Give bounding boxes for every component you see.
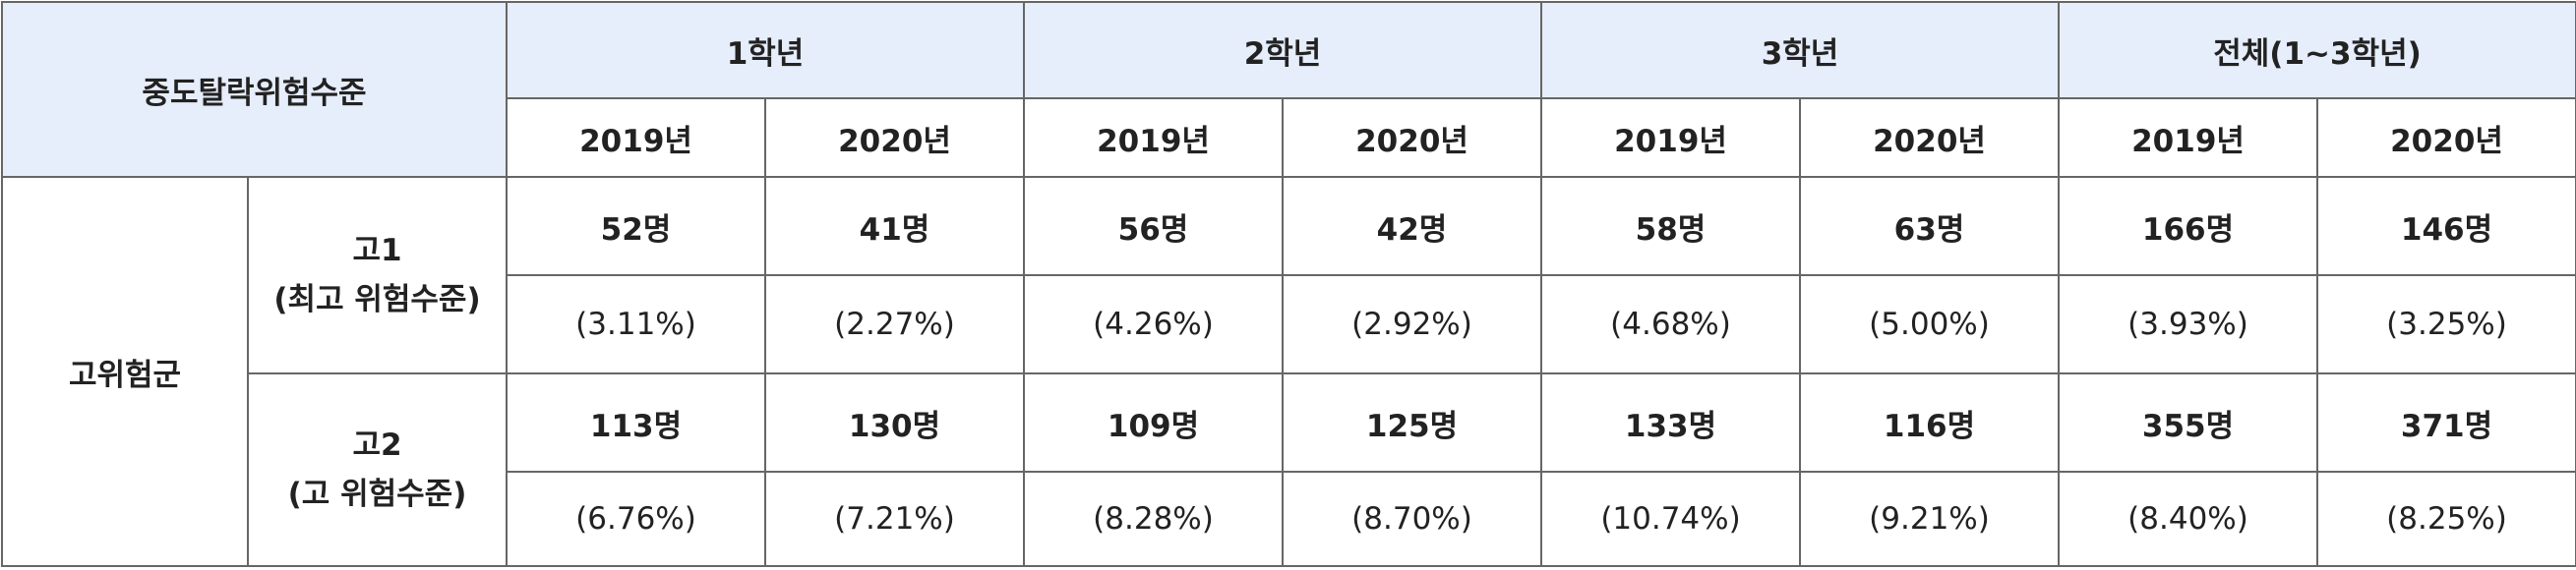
rate-cell: (6.76%) [506, 471, 767, 567]
rate-cell: (2.92%) [1282, 274, 1543, 374]
rate-cell: (4.68%) [1540, 274, 1802, 374]
year-header: 2019년 [1023, 97, 1285, 178]
group-label: 고위험군 [1, 176, 249, 567]
table-row: 중도탈락위험수준 1학년 2학년 3학년 전체(1~3학년) [0, 1, 2576, 178]
year-header: 2019년 [2058, 97, 2319, 178]
grade-header: 3학년 [1540, 1, 2061, 99]
year-header: 2020년 [764, 97, 1026, 178]
count-cell: 56명 [1023, 176, 1285, 276]
count-cell: 125명 [1282, 372, 1543, 473]
table-row: 고2 (고 위험수준) 113명 130명 109명 125명 133명 116명 355명 37… [2, 372, 2576, 567]
count-cell: 113명 [506, 372, 767, 473]
year-header: 2020년 [2316, 97, 2576, 178]
table-row: 고위험군 고1 (최고 위험수준) 52명 41명 56명 42명 58명 63명 166명 146… [1, 176, 2576, 567]
grade-header: 전체(1~3학년) [2058, 1, 2576, 99]
table-row: (3.11%) (2.27%) (4.26%) (2.92%) (4.68%) (5.00… [2, 274, 2576, 374]
count-cell: 166명 [2058, 176, 2319, 276]
rate-cell: (3.25%) [2316, 274, 2576, 374]
count-cell: 52명 [506, 176, 767, 276]
table-row: 2019년 2020년 2019년 2020년 2019년 2020년 2019년 2020년 [2, 97, 2576, 178]
count-cell: 42명 [1282, 176, 1543, 276]
rate-cell: (7.21%) [764, 471, 1026, 567]
count-cell: 116명 [1799, 372, 2061, 473]
grade-header: 2학년 [1023, 1, 1543, 99]
rate-cell: (8.70%) [1282, 471, 1543, 567]
count-cell: 133명 [1540, 372, 1802, 473]
rate-cell: (8.28%) [1023, 471, 1285, 567]
rate-cell: (8.40%) [2058, 471, 2319, 567]
rate-cell: (3.93%) [2058, 274, 2319, 374]
rate-cell: (4.26%) [1023, 274, 1285, 374]
rate-cell: (2.27%) [764, 274, 1026, 374]
count-cell: 63명 [1799, 176, 2061, 276]
count-cell: 146명 [2316, 176, 2576, 276]
rate-cell: (5.00%) [1799, 274, 2061, 374]
count-cell: 41명 [764, 176, 1026, 276]
rate-cell: (9.21%) [1799, 471, 2061, 567]
count-cell: 130명 [764, 372, 1026, 473]
subgroup-label: 고1 (최고 위험수준) [246, 176, 509, 374]
rate-cell: (3.11%) [506, 274, 767, 374]
grade-header: 1학년 [506, 1, 1026, 99]
year-header: 2020년 [1799, 97, 2061, 178]
rate-cell: (10.74%) [1540, 471, 1802, 567]
count-cell: 58명 [1540, 176, 1802, 276]
count-cell: 109명 [1023, 372, 1285, 473]
count-cell: 371명 [2316, 372, 2576, 473]
year-header: 2019년 [506, 97, 767, 178]
subgroup-label-line: (최고 위험수준) [273, 282, 481, 317]
table-row: (6.76%) (7.21%) (8.28%) (8.70%) (10.74%) (9.2… [2, 471, 2576, 567]
rate-cell: (8.25%) [2316, 471, 2576, 567]
subgroup-label-line: 고1 [352, 233, 402, 268]
subgroup-label: 고2 (고 위험수준) [246, 372, 509, 567]
year-header: 2020년 [1282, 97, 1543, 178]
subgroup-label-line: (고 위험수준) [287, 477, 467, 512]
subgroup-label-line: 고2 [352, 428, 402, 463]
corner-header: 중도탈락위험수준 [0, 1, 509, 178]
year-header: 2019년 [1540, 97, 1802, 178]
count-cell: 355명 [2058, 372, 2319, 473]
